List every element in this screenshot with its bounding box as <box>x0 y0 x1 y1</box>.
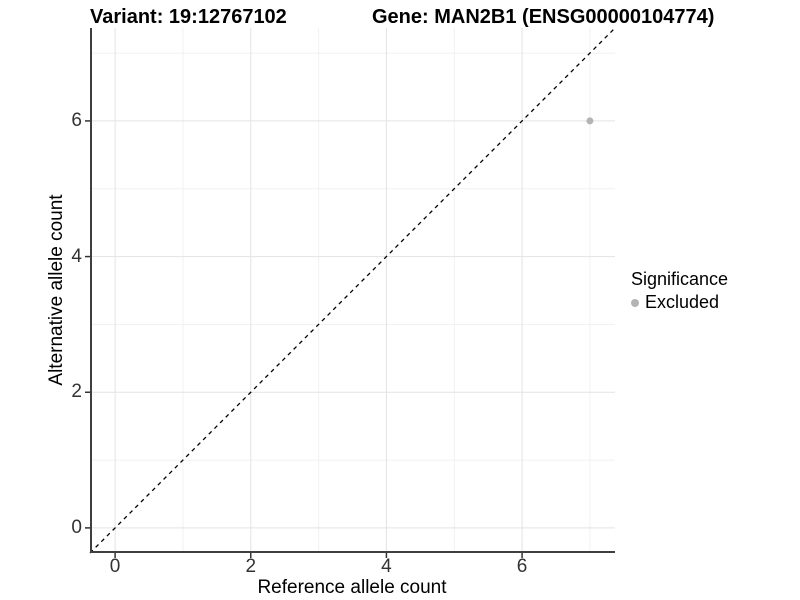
x-tick-label: 6 <box>516 556 528 577</box>
legend-entry-label: Excluded <box>645 292 720 312</box>
plot-panel <box>85 27 616 558</box>
y-tick-label: 2 <box>71 381 82 403</box>
x-tick-label: 2 <box>245 556 257 577</box>
legend: Significance Excluded <box>631 269 728 313</box>
gene-title: Gene: MAN2B1 (ENSG00000104774) <box>372 6 715 28</box>
y-axis-title: Alternative allele count <box>46 194 67 386</box>
legend-point-icon <box>631 298 639 307</box>
y-tick-label: 0 <box>71 516 82 538</box>
variant-title: Variant: 19:12767102 <box>90 6 287 28</box>
y-tick-label: 4 <box>71 245 82 267</box>
legend-title: Significance <box>631 269 729 289</box>
data-point <box>586 117 594 125</box>
identity-line <box>89 27 616 554</box>
legend-entry-excluded: Excluded <box>631 292 728 313</box>
scatter-plot-canvas <box>85 27 616 558</box>
x-axis-title: Reference allele count <box>257 577 447 598</box>
x-tick-label: 0 <box>109 556 121 577</box>
y-tick-label: 6 <box>71 109 82 131</box>
x-tick-label: 4 <box>381 556 392 577</box>
